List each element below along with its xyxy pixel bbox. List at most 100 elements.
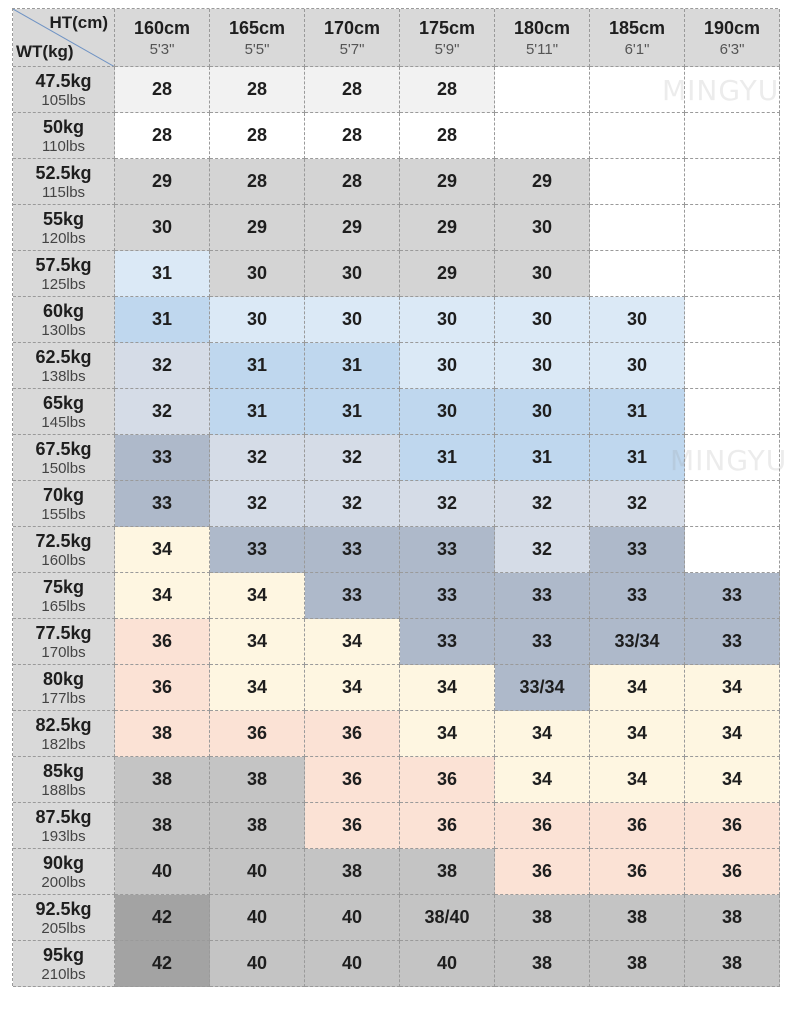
weight-lbs-label: 115lbs — [41, 183, 86, 201]
weight-row-header: 50kg 110lbs — [13, 113, 115, 159]
size-cell: 31 — [115, 251, 210, 297]
size-cell: 36 — [590, 849, 685, 895]
weight-lbs-label: 182lbs — [41, 735, 86, 753]
size-cell: 28 — [305, 113, 400, 159]
size-cell: 36 — [400, 757, 495, 803]
size-cell: 30 — [495, 297, 590, 343]
size-cell — [685, 389, 780, 435]
size-cell: 36 — [305, 757, 400, 803]
weight-kg-label: 60kg — [42, 300, 85, 321]
weight-lbs-label: 145lbs — [41, 413, 86, 431]
weight-lbs-label: 125lbs — [41, 275, 86, 293]
size-cell: 33 — [400, 573, 495, 619]
height-ft-label: 5'5" — [244, 40, 270, 58]
size-cell: 40 — [305, 941, 400, 987]
size-cell: 38/40 — [400, 895, 495, 941]
size-cell: 34 — [305, 665, 400, 711]
weight-kg-label: 92.5kg — [35, 898, 92, 919]
weight-kg-label: 87.5kg — [35, 806, 92, 827]
weight-kg-label: 65kg — [42, 392, 85, 413]
size-cell — [685, 343, 780, 389]
height-column-header: 175cm 5'9" — [400, 9, 495, 67]
size-cell: 38 — [210, 757, 305, 803]
size-cell: 33 — [210, 527, 305, 573]
weight-lbs-label: 160lbs — [41, 551, 86, 569]
height-cm-label: 185cm — [608, 17, 666, 38]
weight-row-header: 77.5kg 170lbs — [13, 619, 115, 665]
size-cell: 28 — [210, 113, 305, 159]
height-ft-label: 6'3" — [719, 40, 745, 58]
size-cell — [685, 159, 780, 205]
size-cell: 33 — [590, 527, 685, 573]
size-cell — [590, 67, 685, 113]
height-cm-label: 170cm — [323, 17, 381, 38]
size-cell — [495, 67, 590, 113]
size-cell: 36 — [115, 665, 210, 711]
size-cell: 30 — [590, 343, 685, 389]
size-cell: 33/34 — [590, 619, 685, 665]
size-cell: 32 — [210, 435, 305, 481]
height-column-header: 180cm 5'11" — [495, 9, 590, 67]
size-cell: 30 — [305, 251, 400, 297]
weight-lbs-label: 200lbs — [41, 873, 86, 891]
weight-row-header: 70kg 155lbs — [13, 481, 115, 527]
size-cell: 36 — [210, 711, 305, 757]
weight-row-header: 62.5kg 138lbs — [13, 343, 115, 389]
size-cell: 31 — [495, 435, 590, 481]
size-cell — [590, 251, 685, 297]
size-cell: 34 — [685, 665, 780, 711]
weight-lbs-label: 193lbs — [41, 827, 86, 845]
size-cell: 32 — [115, 389, 210, 435]
weight-kg-label: 72.5kg — [35, 530, 92, 551]
size-cell: 28 — [400, 113, 495, 159]
corner-diagonal-line — [13, 9, 114, 66]
weight-row-header: 72.5kg 160lbs — [13, 527, 115, 573]
size-cell — [685, 67, 780, 113]
height-ft-label: 5'7" — [339, 40, 365, 58]
size-cell: 42 — [115, 941, 210, 987]
size-cell — [685, 251, 780, 297]
weight-row-header: 65kg 145lbs — [13, 389, 115, 435]
size-cell: 29 — [400, 159, 495, 205]
size-cell: 34 — [495, 757, 590, 803]
size-cell: 38 — [590, 941, 685, 987]
size-cell: 29 — [400, 205, 495, 251]
size-cell: 32 — [590, 481, 685, 527]
size-cell: 29 — [495, 159, 590, 205]
weight-row-header: 57.5kg 125lbs — [13, 251, 115, 297]
size-cell — [685, 527, 780, 573]
height-ft-label: 6'1" — [624, 40, 650, 58]
size-cell: 30 — [495, 343, 590, 389]
height-ft-label: 5'3" — [149, 40, 175, 58]
size-cell: 32 — [305, 435, 400, 481]
weight-lbs-label: 165lbs — [41, 597, 86, 615]
size-cell: 33 — [305, 573, 400, 619]
size-cell: 36 — [685, 803, 780, 849]
size-cell: 32 — [495, 527, 590, 573]
size-cell: 40 — [115, 849, 210, 895]
size-cell: 33 — [115, 435, 210, 481]
size-cell — [685, 481, 780, 527]
size-cell: 33 — [495, 573, 590, 619]
size-cell: 29 — [400, 251, 495, 297]
weight-row-header: 92.5kg 205lbs — [13, 895, 115, 941]
size-cell: 33/34 — [495, 665, 590, 711]
size-cell: 31 — [210, 343, 305, 389]
size-cell: 28 — [115, 113, 210, 159]
height-cm-label: 175cm — [418, 17, 476, 38]
size-cell: 38 — [685, 941, 780, 987]
size-cell: 34 — [210, 619, 305, 665]
size-cell: 34 — [685, 711, 780, 757]
weight-kg-label: 90kg — [42, 852, 85, 873]
size-cell — [590, 205, 685, 251]
size-cell: 32 — [305, 481, 400, 527]
size-cell: 40 — [400, 941, 495, 987]
size-cell: 36 — [685, 849, 780, 895]
size-cell — [685, 297, 780, 343]
height-cm-label: 160cm — [133, 17, 191, 38]
size-cell: 30 — [400, 389, 495, 435]
size-cell: 30 — [495, 389, 590, 435]
height-column-header: 185cm 6'1" — [590, 9, 685, 67]
weight-lbs-label: 205lbs — [41, 919, 86, 937]
size-cell: 38 — [495, 895, 590, 941]
